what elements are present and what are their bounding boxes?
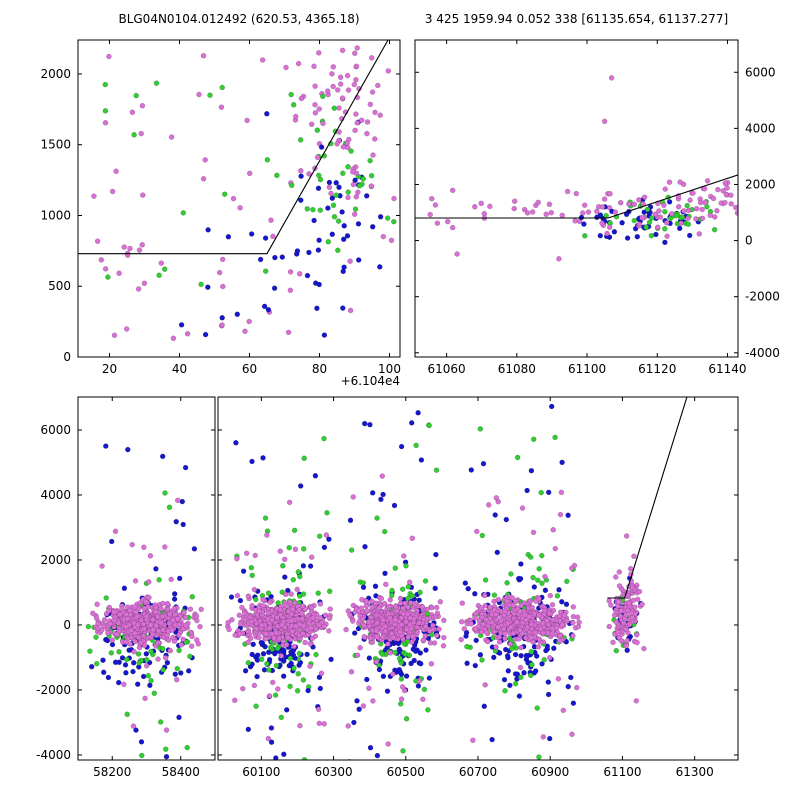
panel-bottom-right: 60100 60300 60500 60700 60900 61100 61300 <box>217 396 739 779</box>
panel-bottom-left: 58200 58400 -4000 -2000 0 2000 4000 6000 <box>36 396 216 779</box>
scatter-points <box>224 403 647 760</box>
axes-frame <box>77 396 216 761</box>
y-tick-label: 2000 <box>40 67 71 81</box>
axes-frame <box>77 39 401 358</box>
x-tick-label: 20 <box>102 362 117 376</box>
axes-frame <box>414 39 739 358</box>
scatter-points <box>85 443 204 760</box>
x-tick-label: 61060 <box>428 362 466 376</box>
y-tick-label: -4000 <box>745 346 780 360</box>
y-tick-label: 0 <box>63 618 71 632</box>
y-tick-label: 6000 <box>745 65 776 79</box>
x-tick-label: 58200 <box>93 765 131 779</box>
y-tick-label: 0 <box>745 234 753 248</box>
plot-title-left: BLG04N0104.012492 (620.53, 4365.18) <box>118 12 360 26</box>
ticks-and-labels: 61060 61080 61100 61120 61140 -4000 -2000 0 2000… <box>415 40 780 376</box>
x-tick-label: 61080 <box>498 362 536 376</box>
x-tick-label: 61120 <box>638 362 676 376</box>
y-tick-label: -2000 <box>36 683 71 697</box>
scatter-points <box>427 75 738 262</box>
model-line <box>415 174 738 219</box>
model-line <box>78 40 389 255</box>
y-tick-label: -4000 <box>36 748 71 762</box>
x-tick-label: 60500 <box>387 765 425 779</box>
y-tick-label: 1500 <box>40 138 71 152</box>
x-tick-label: 60300 <box>314 765 352 779</box>
x-axis-offset-label: +6.104e4 <box>340 374 400 388</box>
x-tick-label: 58400 <box>162 765 200 779</box>
x-tick-label: 60900 <box>531 765 569 779</box>
y-tick-label: -2000 <box>745 290 780 304</box>
panel-top-right: 61060 61080 61100 61120 61140 -4000 -2000 0 2000… <box>414 39 780 376</box>
y-tick-label: 2000 <box>40 553 71 567</box>
y-tick-label: 500 <box>48 279 71 293</box>
x-tick-label: 60700 <box>459 765 497 779</box>
x-tick-label: 40 <box>172 362 187 376</box>
x-tick-label: 60 <box>242 362 257 376</box>
x-tick-label: 80 <box>312 362 327 376</box>
x-tick-label: 61100 <box>568 362 606 376</box>
x-tick-label: 100 <box>378 362 401 376</box>
x-tick-label: 60100 <box>242 765 280 779</box>
y-tick-label: 4000 <box>40 488 71 502</box>
y-tick-label: 2000 <box>745 177 776 191</box>
ticks-and-labels: 60100 60300 60500 60700 60900 61100 61300 <box>218 397 738 779</box>
y-tick-label: 6000 <box>40 423 71 437</box>
y-tick-label: 0 <box>63 350 71 364</box>
plot-title-right: 3 425 1959.94 0.052 338 [61135.654, 6113… <box>424 12 729 26</box>
y-tick-label: 1000 <box>40 208 71 222</box>
x-tick-label: 61300 <box>676 765 714 779</box>
model-line <box>607 397 688 599</box>
y-tick-label: 4000 <box>745 121 776 135</box>
x-tick-label: 61140 <box>708 362 746 376</box>
ticks-and-labels: 58200 58400 -4000 -2000 0 2000 4000 6000 <box>36 397 215 779</box>
scatter-points <box>91 45 397 342</box>
x-tick-label: 61100 <box>603 765 641 779</box>
